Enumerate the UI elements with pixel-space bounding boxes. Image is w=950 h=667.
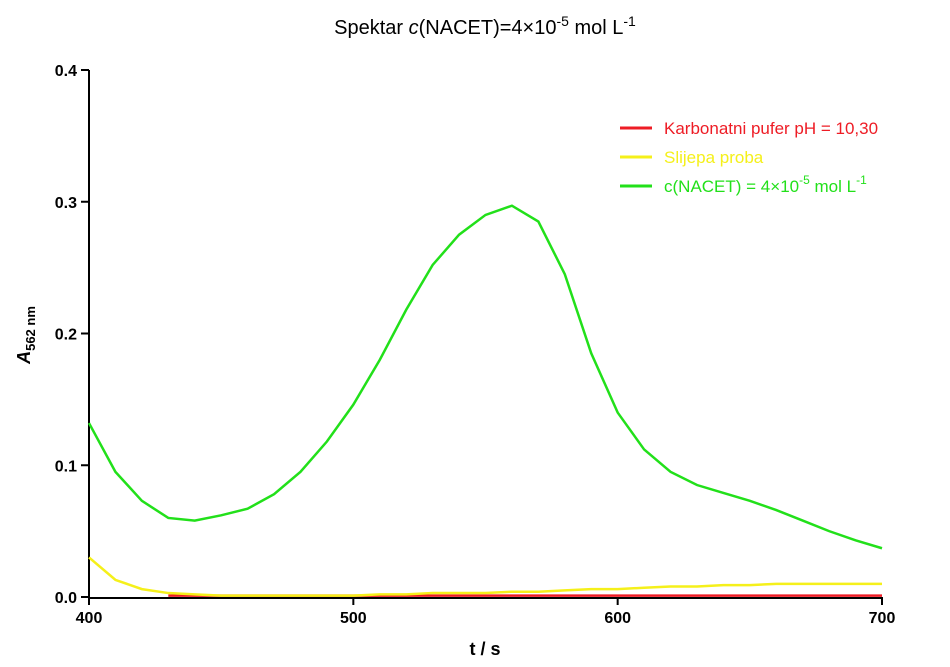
legend-label: Karbonatni pufer pH = 10,30: [664, 119, 878, 138]
y-tick-label: 0.3: [55, 195, 77, 212]
title-part: -5: [556, 13, 569, 29]
legend-label-part: -1: [856, 173, 867, 187]
y-label-part: 562 nm: [23, 306, 38, 351]
x-axis-label: t / s: [469, 639, 500, 659]
y-tick-label: 0.4: [55, 63, 77, 80]
legend-label-part: Slijepa proba: [664, 148, 764, 167]
y-tick-label: 0.1: [55, 458, 77, 475]
title-part: Spektar: [334, 17, 408, 39]
y-label-part: A: [14, 351, 34, 365]
title-part: mol L: [569, 17, 623, 39]
y-tick-label: 0.2: [55, 327, 77, 344]
legend-label: Slijepa proba: [664, 148, 764, 167]
x-tick-label: 400: [76, 610, 103, 627]
y-tick-label: 0.0: [55, 590, 77, 607]
x-tick-label: 700: [869, 610, 896, 627]
title-part: c: [409, 17, 419, 39]
x-tick-label: 500: [340, 610, 367, 627]
legend-label: c(NACET) = 4×10-5 mol L-1: [664, 173, 867, 196]
title-part: (NACET)=4×10: [419, 17, 557, 39]
legend-label-part: c(NACET) = 4×10: [664, 177, 799, 196]
legend-label-part: -5: [799, 173, 810, 187]
legend-label-part: Karbonatni pufer pH = 10,30: [664, 119, 878, 138]
legend-label-part: mol L: [810, 177, 856, 196]
data-line: [88, 556, 882, 597]
x-tick-label: 600: [604, 610, 631, 627]
title-part: -1: [623, 13, 636, 29]
y-axis-label: A562 nm: [14, 306, 38, 365]
chart-title: Spektar c(NACET)=4×10-5 mol L-1: [334, 13, 636, 39]
data-line: [87, 204, 883, 550]
